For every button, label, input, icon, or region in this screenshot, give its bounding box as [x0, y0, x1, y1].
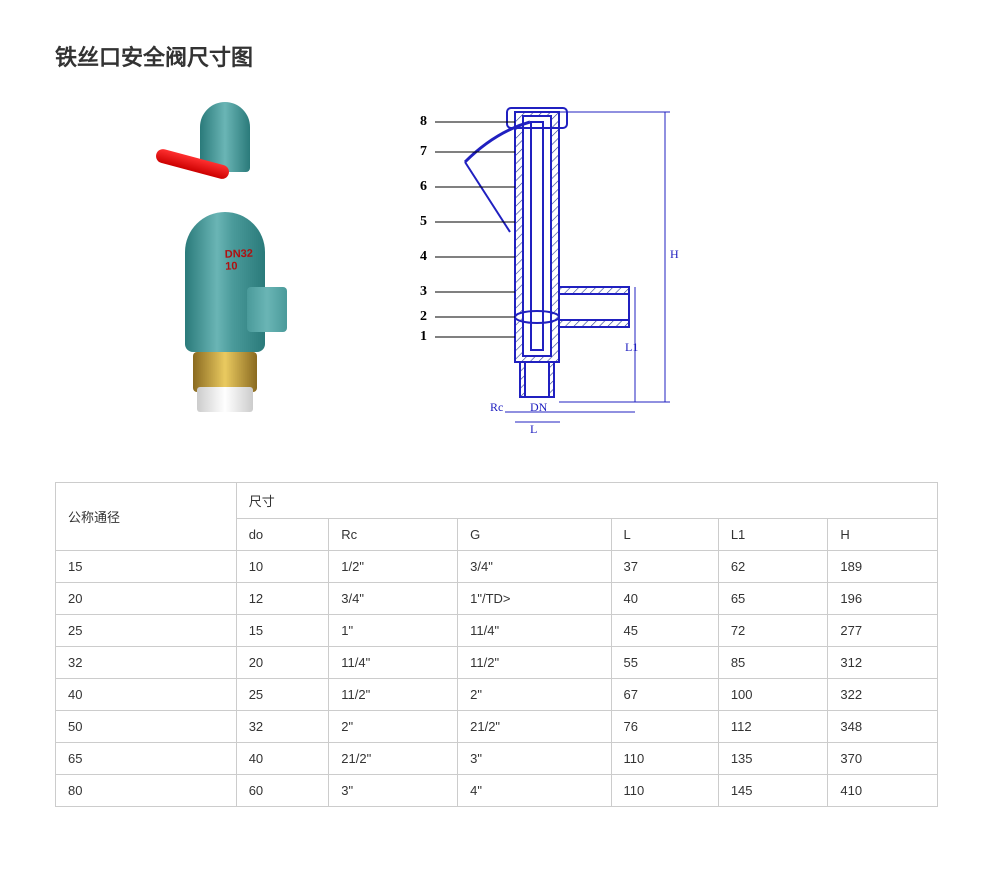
plastic-cap: [197, 387, 253, 412]
callout-3: 3: [420, 284, 427, 300]
table-row: 80603"4"110145410: [56, 775, 938, 807]
data-cell: 110: [611, 775, 718, 807]
col-header: G: [458, 519, 611, 551]
dn-cell: 20: [56, 583, 237, 615]
dim-l1: L1: [625, 340, 638, 355]
data-cell: 21/2": [329, 743, 458, 775]
callout-1: 1: [420, 329, 427, 345]
data-cell: 11/2": [458, 647, 611, 679]
drawing-svg: [365, 102, 725, 442]
data-cell: 67: [611, 679, 718, 711]
data-cell: 1": [329, 615, 458, 647]
col-header: L1: [718, 519, 828, 551]
data-cell: 11/2": [329, 679, 458, 711]
dn-cell: 25: [56, 615, 237, 647]
dimension-table: 公称通径 尺寸 doRcGLL1H 15101/2"3/4"3762189201…: [55, 482, 938, 807]
data-cell: 196: [828, 583, 938, 615]
data-cell: 110: [611, 743, 718, 775]
table-body: 15101/2"3/4"376218920123/4"1"/TD>4065196…: [56, 551, 938, 807]
data-cell: 21/2": [458, 711, 611, 743]
product-photo: DN32 10: [155, 102, 305, 422]
table-row: 15101/2"3/4"3762189: [56, 551, 938, 583]
dim-rc: Rc: [490, 400, 503, 415]
data-cell: 62: [718, 551, 828, 583]
data-cell: 40: [236, 743, 329, 775]
callout-6: 6: [420, 179, 427, 195]
table-row: 20123/4"1"/TD>4065196: [56, 583, 938, 615]
data-cell: 76: [611, 711, 718, 743]
dn-cell: 32: [56, 647, 237, 679]
data-cell: 37: [611, 551, 718, 583]
data-cell: 15: [236, 615, 329, 647]
table-row: 25151"11/4"4572277: [56, 615, 938, 647]
image-row: DN32 10: [155, 102, 938, 442]
callout-7: 7: [420, 144, 427, 160]
dn-cell: 50: [56, 711, 237, 743]
valve-body: DN32 10: [185, 212, 265, 352]
data-cell: 12: [236, 583, 329, 615]
data-cell: 1/2": [329, 551, 458, 583]
data-cell: 25: [236, 679, 329, 711]
data-cell: 189: [828, 551, 938, 583]
data-cell: 60: [236, 775, 329, 807]
table-row: 654021/2"3"110135370: [56, 743, 938, 775]
data-cell: 55: [611, 647, 718, 679]
data-cell: 370: [828, 743, 938, 775]
data-cell: 135: [718, 743, 828, 775]
data-cell: 11/4": [458, 615, 611, 647]
brass-thread: [193, 352, 257, 392]
col-header: L: [611, 519, 718, 551]
data-cell: 45: [611, 615, 718, 647]
valve-marking: DN32 10: [225, 247, 266, 272]
data-cell: 410: [828, 775, 938, 807]
dn-cell: 40: [56, 679, 237, 711]
data-cell: 65: [718, 583, 828, 615]
data-cell: 20: [236, 647, 329, 679]
page-title: 铁丝口安全阀尺寸图: [55, 40, 938, 72]
col-header: Rc: [329, 519, 458, 551]
dn-cell: 80: [56, 775, 237, 807]
callout-4: 4: [420, 249, 427, 265]
section-drawing: 8 7 6 5 4 3 2 1 Rc DN L L1 H: [365, 102, 725, 442]
data-cell: 322: [828, 679, 938, 711]
data-cell: 3/4": [329, 583, 458, 615]
data-cell: 72: [718, 615, 828, 647]
callout-8: 8: [420, 114, 427, 130]
callout-5: 5: [420, 214, 427, 230]
data-cell: 1"/TD>: [458, 583, 611, 615]
data-cell: 100: [718, 679, 828, 711]
col-header: H: [828, 519, 938, 551]
data-cell: 312: [828, 647, 938, 679]
table-row: 50322"21/2"76112348: [56, 711, 938, 743]
callout-2: 2: [420, 309, 427, 325]
data-cell: 145: [718, 775, 828, 807]
data-cell: 40: [611, 583, 718, 615]
data-cell: 11/4": [329, 647, 458, 679]
dn-cell: 65: [56, 743, 237, 775]
table-header-row-1: 公称通径 尺寸: [56, 483, 938, 519]
dn-cell: 15: [56, 551, 237, 583]
valve-outlet: [247, 287, 287, 332]
row-header: 公称通径: [56, 483, 237, 551]
data-cell: 3": [458, 743, 611, 775]
data-cell: 2": [458, 679, 611, 711]
data-cell: 85: [718, 647, 828, 679]
data-cell: 4": [458, 775, 611, 807]
dim-h: H: [670, 247, 679, 262]
table-row: 322011/4"11/2"5585312: [56, 647, 938, 679]
dim-dn: DN: [530, 400, 547, 415]
data-cell: 32: [236, 711, 329, 743]
data-cell: 277: [828, 615, 938, 647]
data-cell: 3/4": [458, 551, 611, 583]
data-cell: 348: [828, 711, 938, 743]
data-cell: 2": [329, 711, 458, 743]
table-row: 402511/2"2"67100322: [56, 679, 938, 711]
dim-l: L: [530, 422, 537, 437]
data-cell: 112: [718, 711, 828, 743]
col-header: do: [236, 519, 329, 551]
group-header: 尺寸: [236, 483, 937, 519]
data-cell: 10: [236, 551, 329, 583]
data-cell: 3": [329, 775, 458, 807]
